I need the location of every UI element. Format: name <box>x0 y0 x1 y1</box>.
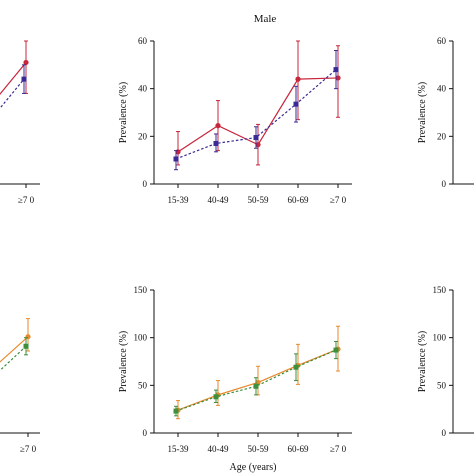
top-left-series-1-line <box>0 78 25 110</box>
bottom-middle-series-1-line <box>175 349 337 412</box>
top-middle-series-0-point-2 <box>255 142 261 148</box>
top-middle-series-1-point-1 <box>213 140 219 146</box>
bottom-right-y-tick-label-1: 50 <box>437 380 447 390</box>
bottom-middle-y-tick-label-2: 100 <box>134 333 148 343</box>
top-middle-y-tick-label-3: 60 <box>138 36 148 46</box>
top-middle-y-tick-label-1: 20 <box>138 131 148 141</box>
top-middle-x-tick-label-4: ≥7 0 <box>330 195 347 205</box>
bottom-left-series-1-point-0 <box>23 343 29 349</box>
top-left-x-tick-label-0: ≥7 0 <box>18 195 35 205</box>
bottom-middle-x-tick-label-1: 40-49 <box>208 444 229 454</box>
top-right-y-tick-label-3: 60 <box>437 36 447 46</box>
top-middle-x-tick-label-2: 50-59 <box>248 195 269 205</box>
bottom-middle-x-axis-title: Age (years) <box>230 462 277 473</box>
top-right-y-tick-label-0: 0 <box>442 179 447 189</box>
top-middle-series-1-point-0 <box>173 156 179 162</box>
bottom-middle-y-tick-label-1: 50 <box>138 380 148 390</box>
top-middle-series-0-point-1 <box>215 123 221 129</box>
top-middle-series-0-point-3 <box>295 76 301 82</box>
bottom-middle-x-tick-label-2: 50-59 <box>248 444 269 454</box>
bottom-middle-series-1-point-1 <box>213 394 219 400</box>
bottom-right-y-tick-label-2: 100 <box>433 333 447 343</box>
top-middle-series-1-point-2 <box>253 135 259 141</box>
top-middle-series-1-point-3 <box>293 101 299 107</box>
top-middle-title: Male <box>254 13 277 25</box>
top-right-y-tick-label-2: 40 <box>437 84 447 94</box>
bottom-middle-series-0-point-2 <box>255 379 261 386</box>
top-middle-series-0-point-4 <box>335 75 341 81</box>
bottom-middle-x-tick-label-4: ≥7 0 <box>330 444 347 454</box>
top-left-series-0-point-0 <box>23 59 29 66</box>
bottom-left-x-tick-label-0: ≥7 0 <box>20 444 37 454</box>
top-middle-y-tick-label-2: 40 <box>138 84 148 94</box>
bottom-left-series-0-line <box>0 336 29 363</box>
top-right-y-tick-label-1: 20 <box>437 131 447 141</box>
top-middle-series-1-point-4 <box>333 67 339 73</box>
bottom-right-y-tick-label-0: 0 <box>442 428 447 438</box>
bottom-middle-series-1-point-4 <box>333 347 339 353</box>
top-middle-y-axis-title: Prevalence (%) <box>118 82 129 143</box>
bottom-middle-series-1-point-3 <box>293 364 299 370</box>
bottom-middle-y-axis-title: Prevalence (%) <box>118 331 129 392</box>
bottom-middle-x-tick-label-0: 15-39 <box>168 444 189 454</box>
bottom-left-series-1-line <box>0 345 27 372</box>
bottom-middle-y-tick-label-0: 0 <box>143 428 148 438</box>
top-right-y-axis-title: Prevalence (%) <box>417 82 428 143</box>
bottom-middle-x-tick-label-3: 60-69 <box>288 444 309 454</box>
bottom-right-y-tick-label-3: 150 <box>433 285 447 295</box>
top-left-series-0-line <box>0 62 27 95</box>
bottom-middle-y-tick-label-3: 150 <box>134 285 148 295</box>
bottom-right-y-axis-title: Prevalence (%) <box>417 331 428 392</box>
top-middle-x-tick-label-0: 15-39 <box>168 195 189 205</box>
top-left-series-1-point-0 <box>21 76 27 82</box>
bottom-middle-series-1-point-0 <box>173 408 179 414</box>
top-middle-y-tick-label-0: 0 <box>143 179 148 189</box>
bottom-middle-series-1-point-2 <box>253 383 259 389</box>
top-middle-x-tick-label-1: 40-49 <box>208 195 229 205</box>
top-middle-x-tick-label-3: 60-69 <box>288 195 309 205</box>
